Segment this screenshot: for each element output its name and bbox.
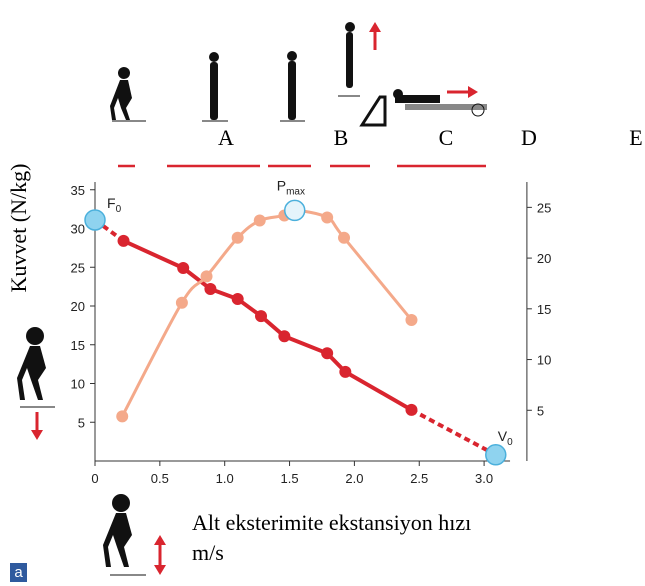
data-point — [204, 283, 216, 295]
data-point — [254, 215, 266, 227]
data-point — [177, 262, 189, 274]
annotation-text: P — [277, 177, 286, 193]
y2-tick-label: 10 — [537, 353, 551, 368]
chart: a Kuvvet (N/kg) Alt eksterimite ekstansi… — [0, 0, 645, 586]
annotation: F0 — [107, 195, 122, 215]
y-tick-label: 35 — [71, 183, 85, 198]
x-tick-label: 3.0 — [475, 471, 493, 486]
annotation-sub: 0 — [507, 437, 513, 448]
x-tick-label: 1.0 — [216, 471, 234, 486]
y2-tick-label: 5 — [537, 403, 544, 418]
phase-label: E — [629, 125, 642, 150]
x-tick-label: 2.0 — [345, 471, 363, 486]
phase-label: A — [218, 125, 234, 150]
y-tick-label: 15 — [71, 338, 85, 353]
data-point — [116, 410, 128, 422]
y-tick-label: 5 — [78, 415, 85, 430]
data-point — [339, 366, 351, 378]
phase-label: D — [521, 125, 537, 150]
annotation: Pmax — [277, 177, 305, 197]
data-point — [201, 270, 213, 282]
annotation-text: F — [107, 195, 116, 211]
data-point — [405, 314, 417, 326]
x-tick-label: 1.5 — [281, 471, 299, 486]
data-point — [232, 293, 244, 305]
x-axis-title: Alt eksterimite ekstansiyon hızı — [192, 510, 471, 535]
y2-tick-label: 15 — [537, 302, 551, 317]
panel-label: a — [14, 564, 23, 581]
y-axis-title: Kuvvet (N/kg) — [6, 164, 31, 293]
highlight-point — [486, 445, 506, 465]
icons — [17, 22, 487, 575]
data-point — [321, 347, 333, 359]
y-tick-label: 10 — [71, 377, 85, 392]
y2-tick-label: 25 — [537, 200, 551, 215]
phase-label: C — [439, 125, 454, 150]
phase-label: B — [334, 125, 349, 150]
y-tick-label: 30 — [71, 222, 85, 237]
x-tick-label: 0 — [91, 471, 98, 486]
force-line — [411, 410, 495, 455]
data-point — [176, 297, 188, 309]
data-point — [405, 404, 417, 416]
annotation-sub: max — [286, 186, 305, 197]
data-point — [338, 232, 350, 244]
annotation: V0 — [498, 428, 513, 448]
y-tick-label: 25 — [71, 260, 85, 275]
data-point — [232, 232, 244, 244]
highlight-point — [85, 210, 105, 230]
highlight-point — [285, 200, 305, 220]
x-axis-unit: m/s — [192, 540, 224, 565]
data-point — [255, 310, 267, 322]
annotation-sub: 0 — [116, 204, 122, 215]
x-tick-label: 0.5 — [151, 471, 169, 486]
y2-tick-label: 20 — [537, 251, 551, 266]
y-tick-label: 20 — [71, 299, 85, 314]
x-tick-label: 2.5 — [410, 471, 428, 486]
data-point — [321, 212, 333, 224]
data-point — [278, 330, 290, 342]
data-point — [118, 235, 130, 247]
